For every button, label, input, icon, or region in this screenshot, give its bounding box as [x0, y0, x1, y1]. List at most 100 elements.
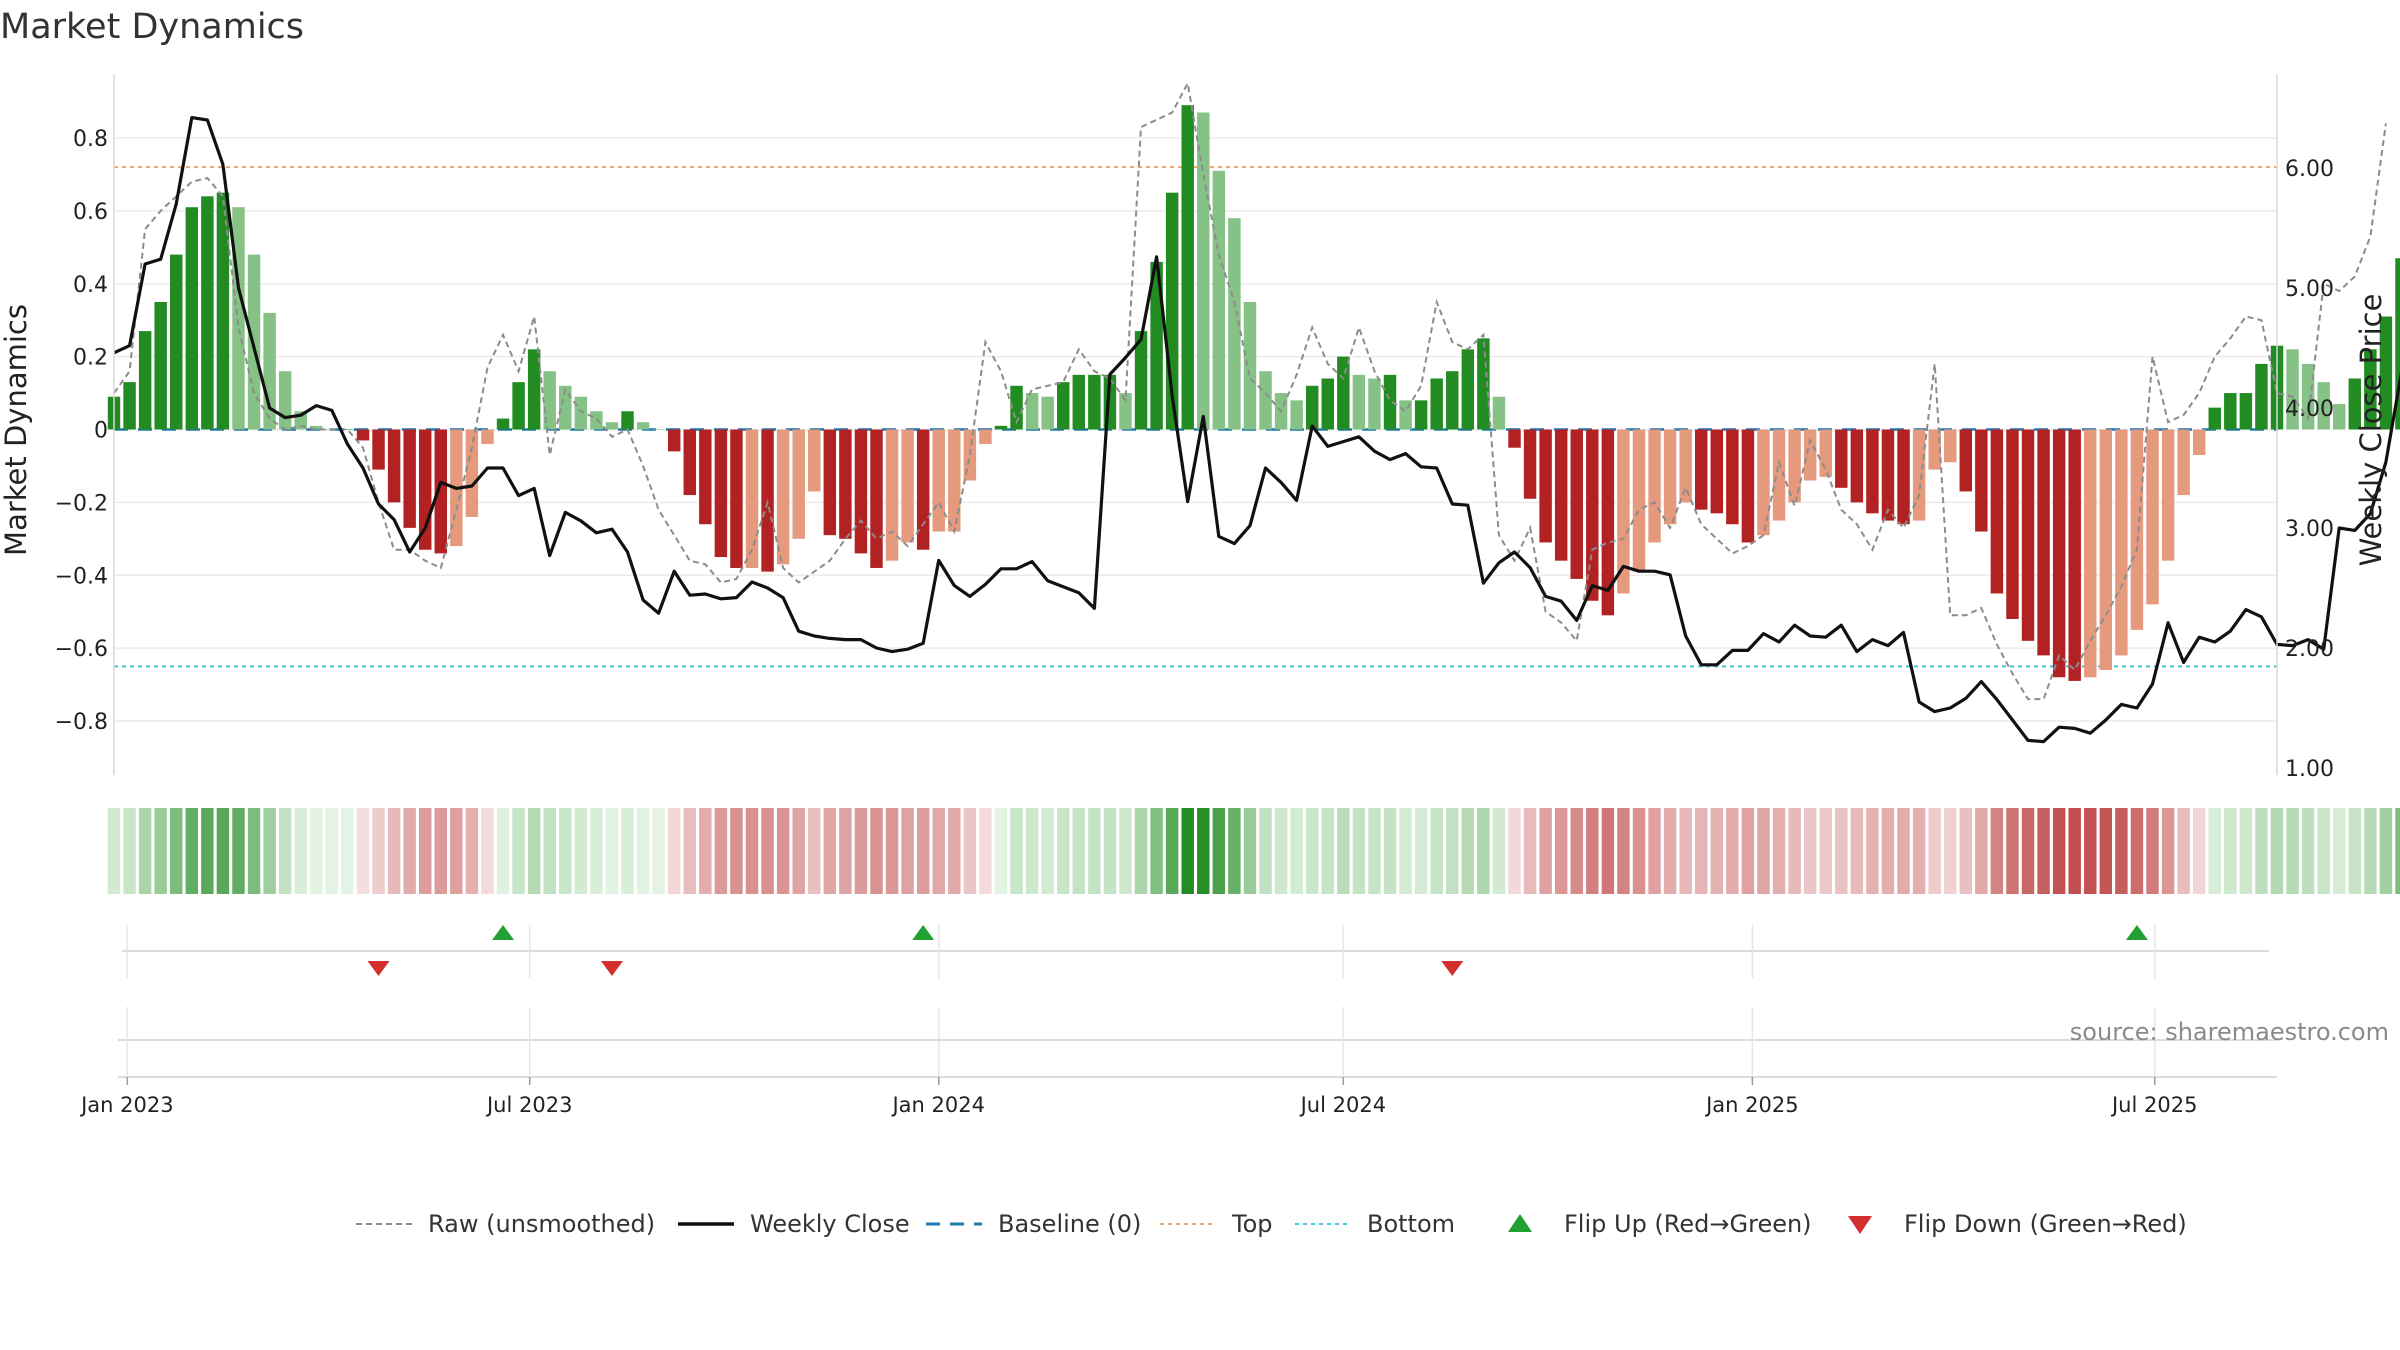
strip-cell: [948, 808, 961, 894]
y-tick-label: 0.6: [73, 200, 108, 225]
md-bar: [2099, 429, 2113, 670]
x-tick-label: Jul 2025: [2110, 1093, 2197, 1117]
md-bar: [465, 429, 479, 517]
strip-cell: [496, 808, 510, 894]
bottom-panel: [118, 1007, 2277, 1085]
strip-cell: [1150, 808, 1163, 894]
md-bar: [201, 196, 214, 430]
strip-cell: [263, 808, 276, 894]
md-bar: [2379, 316, 2393, 430]
md-bar: [1601, 429, 1615, 616]
md-bar: [1134, 331, 1148, 430]
md-bar: [2286, 349, 2299, 430]
weekly-close-line: [113, 115, 2400, 744]
strip-cell: [1897, 808, 1910, 894]
y-tick-label: 0.2: [73, 346, 108, 371]
strip-cell: [2364, 808, 2377, 894]
md-bar: [994, 425, 1008, 430]
x-tick-label: Jan 2025: [1704, 1093, 1799, 1117]
strip-cell: [1134, 808, 1148, 894]
md-bar: [605, 422, 619, 430]
md-bar: [1928, 429, 1941, 470]
md-bar: [1663, 429, 1677, 525]
strip-cell: [714, 808, 728, 894]
strip-cell: [1648, 808, 1661, 894]
md-bar: [1679, 429, 1692, 503]
x-tick-label: Jan 2023: [79, 1093, 174, 1117]
md-bar: [1259, 371, 1272, 430]
md-bar: [1446, 371, 1459, 430]
md-bar: [372, 429, 385, 470]
strip-cell: [1228, 808, 1241, 894]
strip-cell: [1072, 808, 1086, 894]
md-bar: [496, 418, 510, 430]
md-bar: [2395, 258, 2400, 430]
md-bar: [1943, 429, 1957, 463]
md-bar: [138, 331, 152, 430]
strip-cell: [1119, 808, 1132, 894]
md-bar: [2255, 363, 2268, 430]
md-bar: [403, 429, 416, 528]
strip-cell: [1321, 808, 1334, 894]
strip-cell: [216, 808, 230, 894]
strip-cell: [2239, 808, 2253, 894]
md-bar: [948, 429, 961, 532]
md-bar: [2006, 429, 2019, 619]
chart-title: Market Dynamics: [0, 7, 304, 47]
md-bar: [1803, 429, 1817, 481]
md-bar: [1866, 429, 1879, 514]
legend-label: Flip Up (Red→Green): [1564, 1210, 1812, 1238]
strip-cell: [1259, 808, 1272, 894]
strip-cell: [870, 808, 883, 894]
flip-up-marker: [492, 925, 515, 940]
md-bar: [590, 411, 603, 430]
legend-swatch-flip-down: [1848, 1216, 1872, 1234]
strip-cell: [2317, 808, 2330, 894]
strip-cell: [730, 808, 743, 894]
y-tick-label: 0.8: [73, 127, 108, 152]
md-bar: [2177, 429, 2190, 496]
strip-cell: [2161, 808, 2175, 894]
md-bar: [1819, 429, 1832, 477]
strip-cell: [107, 808, 121, 894]
strip-cell: [1788, 808, 1801, 894]
strip-cell: [1803, 808, 1817, 894]
md-bar: [1197, 112, 1210, 430]
md-bar: [1757, 429, 1770, 536]
strip-cell: [776, 808, 790, 894]
md-bar: [1523, 429, 1537, 499]
strip-cell: [2192, 808, 2206, 894]
y-tick-label: −0.4: [55, 564, 108, 589]
strip-cell: [605, 808, 619, 894]
md-bar: [1617, 429, 1630, 594]
strip-cell: [1835, 808, 1848, 894]
md-bar: [1352, 374, 1366, 430]
strip-cell: [1290, 808, 1303, 894]
strip-cell: [1383, 808, 1397, 894]
strip-cell: [745, 808, 759, 894]
md-bar: [418, 429, 432, 550]
strip-cell: [761, 808, 774, 894]
strip-cell: [418, 808, 432, 894]
strip-cell: [683, 808, 696, 894]
md-bar: [1212, 170, 1226, 430]
strip-cell: [699, 808, 712, 894]
md-bar: [885, 429, 899, 561]
strip-cell: [1446, 808, 1459, 894]
flip-down-marker: [600, 961, 623, 976]
legend-label: Weekly Close: [750, 1210, 910, 1238]
strip-cell: [1352, 808, 1366, 894]
md-bar: [1072, 374, 1086, 430]
strip-cell: [1741, 808, 1755, 894]
raw-line: [113, 80, 2387, 701]
strip-cell: [2006, 808, 2019, 894]
md-bar: [1772, 429, 1786, 521]
md-bar: [1150, 261, 1163, 430]
x-tick-label: Jan 2024: [890, 1093, 985, 1117]
strip-cell: [823, 808, 837, 894]
md-bar: [2161, 429, 2175, 561]
axes-group: 0.8 0.6 0.4 0.2 0 −0.2 −0.4 −0.6 −0.8 6.00 5.00 4.0…: [55, 74, 2334, 1117]
strip-cell: [1570, 808, 1583, 894]
strip-cell: [1414, 808, 1428, 894]
md-bar: [1554, 429, 1568, 561]
